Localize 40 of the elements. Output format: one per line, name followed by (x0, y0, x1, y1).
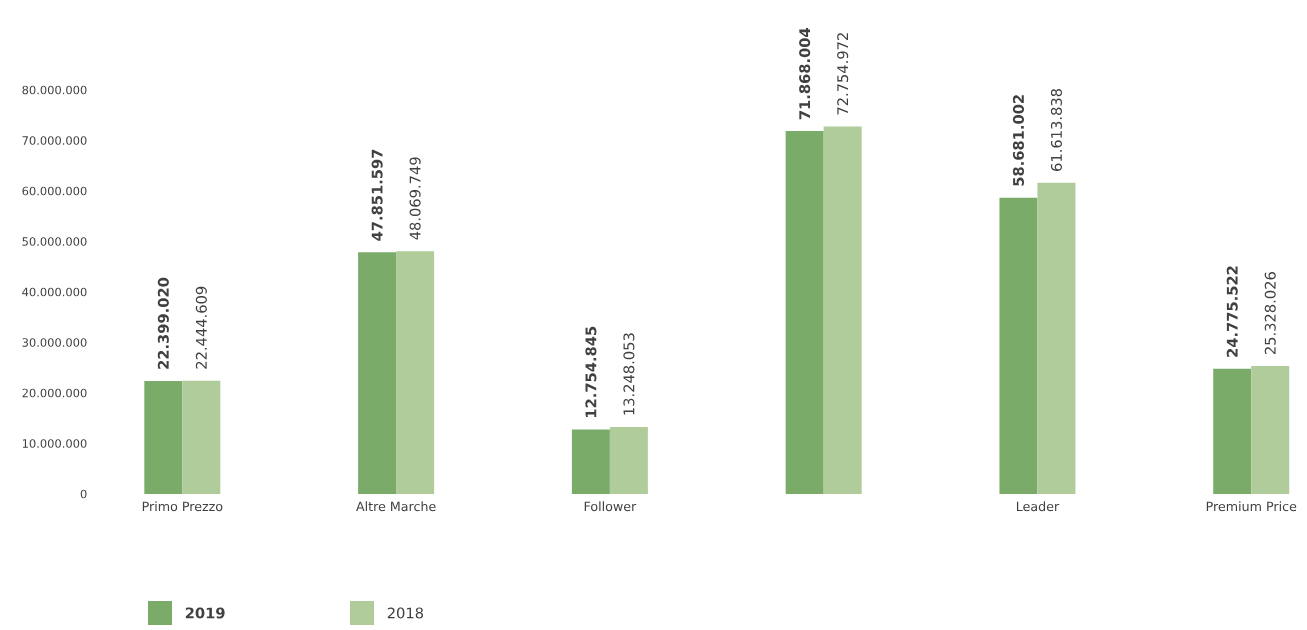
y-tick-label: 80.000.000 (22, 85, 87, 95)
x-tick-label: Primo Prezzo (142, 501, 223, 512)
data-label: 25.328.026 (1264, 272, 1276, 355)
bar (396, 251, 435, 494)
data-label: 47.851.597 (371, 149, 383, 241)
data-label: 24.775.522 (1226, 266, 1238, 357)
x-tick-label: Follower (584, 501, 637, 512)
y-tick-label: 70.000.000 (22, 136, 87, 145)
data-label: 61.613.838 (1050, 88, 1062, 171)
legend-label: 2019 (185, 607, 225, 619)
x-tick-label: Premium Price (1206, 501, 1297, 512)
bar (1037, 182, 1076, 494)
y-tick-label: 40.000.000 (22, 287, 87, 297)
bar (358, 252, 397, 494)
y-tick-label: 10.000.000 (22, 439, 87, 448)
bar (999, 197, 1038, 494)
legend-label: 2018 (387, 607, 424, 619)
bar (182, 380, 221, 494)
bar (571, 429, 610, 494)
data-label: 71.868.004 (799, 27, 811, 120)
data-label: 58.681.002 (1012, 95, 1024, 186)
y-tick-label: 60.000.000 (22, 186, 87, 196)
x-tick-label: Leader (1016, 501, 1060, 512)
bar (1213, 368, 1252, 494)
data-label: 22.444.609 (195, 286, 207, 369)
data-label: 22.399.020 (157, 277, 169, 369)
x-tick-label: Altre Marche (356, 501, 436, 512)
y-tick-label: 50.000.000 (22, 237, 87, 246)
y-tick-label: 30.000.000 (22, 338, 87, 347)
data-label: 13.248.053 (623, 333, 635, 415)
bar (1251, 366, 1290, 494)
bar (144, 380, 183, 494)
bar (823, 126, 862, 494)
data-label: 48.069.749 (409, 157, 421, 240)
data-label: 12.754.845 (585, 326, 597, 417)
bar (609, 427, 648, 494)
y-tick-label: 20.000.000 (22, 388, 87, 398)
data-label: 72.754.972 (837, 33, 849, 115)
y-tick-label: 0 (80, 489, 87, 499)
bar (785, 131, 824, 494)
